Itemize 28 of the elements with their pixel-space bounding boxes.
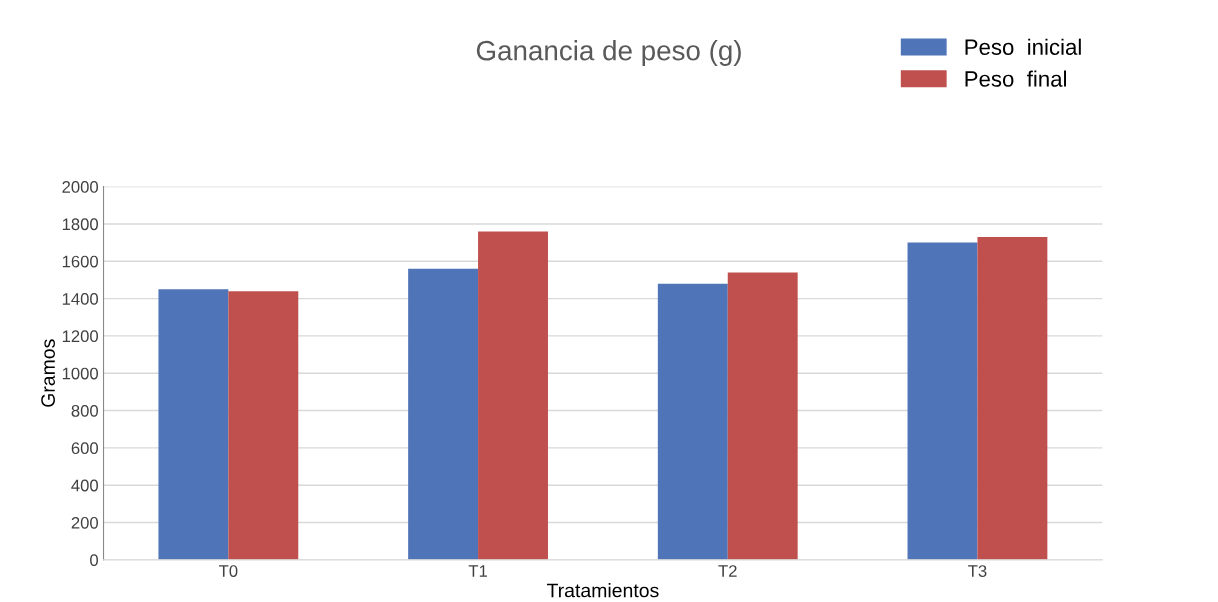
x-tick-label: T1 [468,565,487,577]
y-tick-label: 800 [71,404,99,417]
y-tick-label: 0 [90,554,99,567]
y-tick-label: 1400 [62,292,99,305]
y-tick-label: 1200 [62,330,99,343]
legend-label: Peso inicial [965,38,1081,55]
y-tick-label: 1000 [62,367,99,380]
y-tick-label: 1800 [62,218,99,231]
y-tick-label: 1600 [62,255,99,268]
x-tick-label: T3 [968,565,987,577]
bar [158,289,229,560]
y-tick-label: 400 [71,479,99,492]
bar [727,272,798,560]
legend-label: Peso final [965,70,1066,87]
bar [977,237,1048,560]
y-axis-title: Gramos [41,339,55,407]
x-tick-label: T2 [718,565,737,577]
bar [907,242,978,560]
y-tick-label: 2000 [62,181,99,193]
chart-title: Ganancia de peso (g) [476,40,741,66]
bar [478,231,548,560]
y-tick-label: 200 [71,516,99,529]
x-tick-label: T0 [219,565,238,577]
x-axis-title: Tratamientos [546,583,659,598]
bar [408,268,479,560]
bar [228,291,299,560]
y-tick-label: 600 [71,442,99,455]
bar [657,283,728,560]
